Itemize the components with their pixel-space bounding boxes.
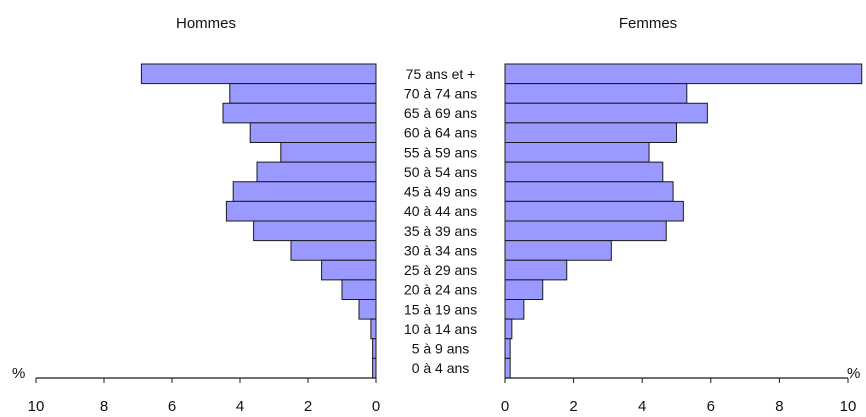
- bar-right-14: [504, 338, 511, 359]
- bar-left-7: [225, 200, 377, 222]
- bar-left-12: [358, 299, 377, 320]
- age-label-12: 15 à 19 ans: [404, 301, 477, 317]
- age-label-0: 75 ans et +: [406, 66, 476, 82]
- left-bars: [140, 63, 377, 379]
- age-label-5: 50 à 54 ans: [404, 164, 477, 180]
- tick-label-right-4: 8: [775, 398, 783, 415]
- bar-right-6: [504, 181, 674, 202]
- series-label-left: Hommes: [176, 15, 236, 32]
- bar-right-0: [504, 63, 863, 85]
- tick-label-left-0: 10: [28, 398, 45, 415]
- bar-right-2: [504, 102, 708, 124]
- age-label-15: 0 à 4 ans: [412, 360, 470, 376]
- bar-left-6: [232, 181, 377, 202]
- age-label-10: 25 à 29 ans: [404, 262, 477, 278]
- tick-label-left-2: 6: [168, 398, 176, 415]
- tick-label-right-2: 4: [638, 398, 646, 415]
- bar-right-15: [504, 357, 511, 379]
- bar-right-7: [504, 200, 684, 222]
- tick-label-left-3: 4: [236, 398, 244, 415]
- age-label-1: 70 à 74 ans: [404, 85, 477, 101]
- tick-label-left-4: 2: [304, 398, 312, 415]
- bar-right-8: [504, 220, 667, 242]
- bar-right-13: [504, 318, 513, 340]
- tick-label-left-5: 0: [372, 398, 380, 415]
- age-label-6: 45 à 49 ans: [404, 184, 477, 200]
- bar-right-11: [504, 279, 544, 300]
- bar-left-0: [140, 63, 377, 85]
- age-label-9: 30 à 34 ans: [404, 242, 477, 258]
- bar-left-3: [249, 122, 377, 143]
- right-axis: 0 2 4 6 8 10: [501, 377, 857, 415]
- bar-left-15: [372, 357, 377, 379]
- tick-label-right-0: 0: [501, 398, 509, 415]
- tick-label-left-1: 8: [100, 398, 108, 415]
- age-label-2: 65 à 69 ans: [404, 105, 477, 121]
- bar-right-5: [504, 161, 664, 183]
- age-group-labels: 75 ans et + 70 à 74 ans 65 à 69 ans 60 à 64…: [404, 66, 477, 376]
- tick-label-right-3: 6: [707, 398, 715, 415]
- unit-label-left: %: [12, 365, 25, 382]
- age-label-8: 35 à 39 ans: [404, 223, 477, 239]
- age-label-7: 40 à 44 ans: [404, 203, 477, 219]
- bar-left-2: [222, 102, 377, 124]
- bar-left-8: [253, 220, 377, 242]
- unit-label-right: %: [847, 365, 860, 382]
- left-axis: 10 8 6 4 2 0: [28, 377, 380, 415]
- tick-label-right-5: 10: [840, 398, 857, 415]
- bar-right-3: [504, 122, 677, 143]
- tick-label-right-1: 2: [569, 398, 577, 415]
- age-label-11: 20 à 24 ans: [404, 282, 477, 298]
- bar-right-12: [504, 299, 525, 320]
- bar-left-4: [280, 142, 377, 163]
- bar-right-9: [504, 240, 612, 261]
- series-label-right: Femmes: [619, 15, 677, 32]
- bar-left-9: [290, 240, 377, 261]
- bar-left-11: [341, 279, 377, 300]
- age-label-13: 10 à 14 ans: [404, 321, 477, 337]
- age-label-3: 60 à 64 ans: [404, 125, 477, 141]
- bar-left-5: [256, 161, 377, 183]
- bar-left-10: [321, 259, 377, 281]
- bar-right-10: [504, 259, 568, 281]
- age-label-4: 55 à 59 ans: [404, 144, 477, 160]
- age-label-14: 5 à 9 ans: [412, 341, 470, 357]
- bar-right-4: [504, 142, 650, 163]
- bar-left-1: [229, 83, 377, 104]
- bar-left-13: [370, 318, 377, 340]
- bar-left-14: [372, 338, 377, 359]
- bar-right-1: [504, 83, 688, 104]
- right-bars: [504, 63, 863, 379]
